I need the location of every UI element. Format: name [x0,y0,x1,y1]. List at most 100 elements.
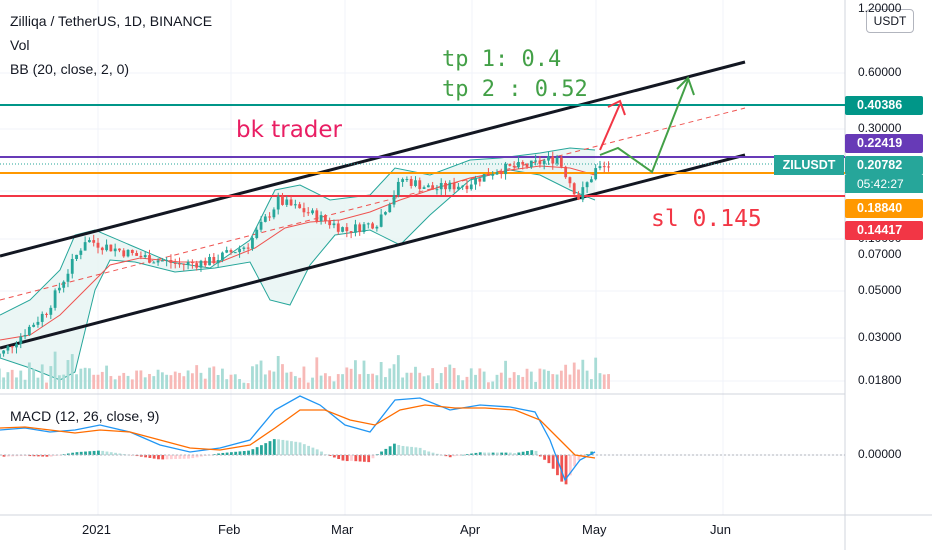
macd-hist-bar [491,452,495,455]
price-tick: 0.30000 [858,121,902,135]
macd-hist-bar [169,455,173,460]
volume-bar [23,379,27,389]
currency-unit-button[interactable]: USDT [866,9,914,33]
candle [268,212,272,221]
candle [555,154,559,166]
candle [259,216,263,233]
price-tag-orange: 0.18840 [845,199,923,218]
annotation-sl[interactable]: sl 0.145 [651,206,762,232]
candle [461,185,465,191]
volume-bar [195,365,199,389]
volume-bar [499,372,503,389]
candle [302,202,306,218]
candle [435,184,439,195]
macd-hist-bar [337,455,341,460]
volume-bar [396,355,400,389]
volume-bar [504,360,507,389]
candle [208,253,211,266]
candle [2,350,6,357]
candle [388,202,392,213]
candle [444,180,447,195]
candle [358,222,362,236]
volume-bar [272,371,276,389]
bollinger-legend[interactable]: BB (20, close, 2, 0) [10,61,130,77]
volume-bar [384,377,387,389]
candle [100,246,104,255]
macd-hist-bar [285,440,289,455]
candle [263,213,267,223]
volume-bar [559,370,563,389]
volume-bar [388,368,392,389]
macd-hist-bar [272,439,276,455]
candle [328,217,332,229]
volume-bar [311,377,314,389]
candle [0,353,1,358]
volume-bar [57,375,61,389]
annotation-brand[interactable]: bk trader [236,117,343,143]
macd-hist-bar [165,455,169,460]
candle [242,246,246,252]
volume-bar [426,375,430,389]
macd-hist-bar [19,455,23,457]
volume-bar [444,367,447,389]
macd-hist-bar [341,455,345,461]
volume-bar [233,374,237,389]
candle [366,222,370,229]
volume-bar [306,382,310,389]
macd-hist-bar [380,451,383,455]
volume-legend[interactable]: Vol [10,37,30,53]
price-tag-tp2: 0.40386 [845,96,923,115]
macd-hist-bar [564,455,568,485]
candle [456,182,460,190]
candle [538,156,542,168]
volume-bar [375,375,379,389]
candle [589,176,593,183]
time-label: 2021 [82,522,111,537]
volume-bar [289,371,293,389]
volume-bar [328,376,332,389]
macd-hist-bar [264,443,268,455]
candle [315,208,319,224]
candle [375,225,379,232]
candle [482,173,486,182]
volume-bar [469,368,473,389]
candle [75,254,78,262]
candle [79,248,83,260]
volume-bar [572,362,576,389]
volume-bar [62,374,66,389]
volume-bar [598,373,602,389]
volume-bar [418,372,422,389]
macd-legend[interactable]: MACD (12, 26, close, 9) [10,408,160,424]
price-tick: 0.60000 [858,65,902,79]
macd-hist-bar [534,450,538,455]
macd-hist-bar [260,445,263,455]
candle [293,199,297,209]
macd-hist-bar [229,452,233,455]
candle [96,238,100,254]
macd-hist-bar [28,455,32,457]
volume-bar [229,374,233,389]
volume-bar [190,373,194,389]
volume-bar [88,368,91,389]
candle [285,195,289,207]
candle [517,156,520,169]
macd-hist-bar [251,449,255,455]
candle [281,192,284,206]
macd-hist-bar [470,453,474,455]
macd-hist-bar [157,455,160,460]
volume-bar [285,372,289,389]
volume-bar [238,379,241,389]
volume-bar [589,379,593,389]
volume-bar [281,364,284,389]
annotation-tp1[interactable]: tp 1: 0.4 [442,47,562,72]
volume-bar [169,375,173,389]
candle [203,257,207,268]
annotation-tp2[interactable]: tp 2 : 0.52 [442,77,588,102]
candle [414,176,417,188]
bollinger-band-fill [0,148,595,380]
candle [173,258,177,269]
candle [143,251,147,259]
volume-bar [414,366,417,389]
macd-hist-bar [401,445,405,455]
